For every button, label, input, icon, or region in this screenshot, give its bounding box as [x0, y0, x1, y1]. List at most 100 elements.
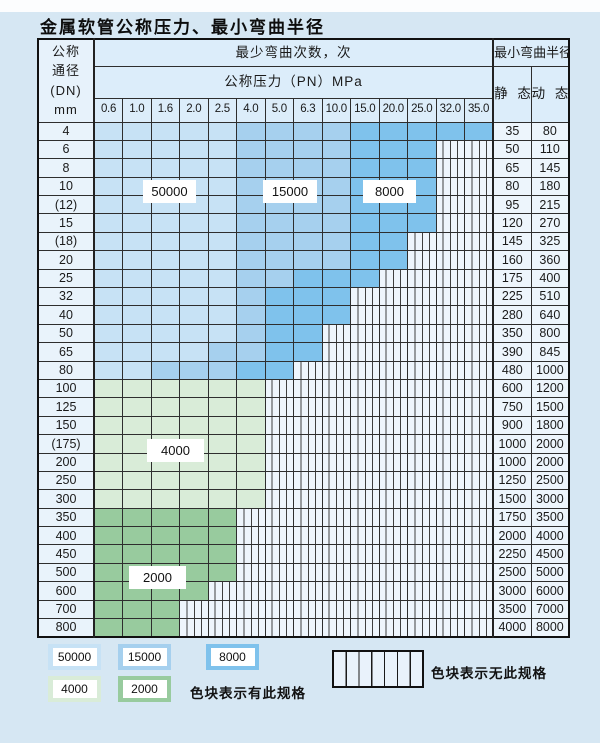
- spec-cell: [93, 195, 123, 215]
- no-spec-cell: [378, 599, 408, 620]
- no-spec-cell: [378, 452, 408, 472]
- no-spec-cell: [321, 507, 351, 528]
- table-row: 350 1750 3500: [37, 507, 570, 528]
- zone-label-4000: 4000: [147, 439, 204, 462]
- no-spec-cell: [464, 139, 494, 160]
- dynamic-radius-cell: 4500: [530, 544, 570, 564]
- no-spec-cell: [464, 489, 494, 509]
- spec-cell: [378, 121, 408, 141]
- spec-cell: [122, 231, 152, 252]
- no-spec-cell: [407, 599, 437, 620]
- spec-cell: [122, 250, 152, 270]
- no-spec-cell: [293, 544, 323, 564]
- spec-cell: [321, 213, 351, 233]
- no-spec-cell: [378, 378, 408, 399]
- spec-cell: [207, 544, 237, 564]
- dn-cell: 50: [37, 323, 95, 344]
- dynamic-radius-cell: 3000: [530, 489, 570, 509]
- dynamic-radius-cell: 2000: [530, 434, 570, 454]
- table-row: 125 750 1500: [37, 397, 570, 417]
- table-row: 150 900 1800: [37, 415, 570, 436]
- dynamic-radius-cell: 1000: [530, 360, 570, 380]
- no-spec-cell: [378, 544, 408, 564]
- spec-cell: [207, 195, 237, 215]
- zone-label-15000: 15000: [263, 180, 317, 203]
- no-spec-cell: [264, 489, 294, 509]
- no-spec-cell: [464, 618, 494, 638]
- static-radius-cell: 390: [492, 342, 532, 362]
- no-spec-cell: [350, 489, 380, 509]
- spec-cell: [350, 250, 380, 270]
- no-spec-cell: [207, 599, 237, 620]
- spec-cell: [350, 231, 380, 252]
- spec-cell: [350, 213, 380, 233]
- spec-cell: [179, 378, 209, 399]
- no-spec-cell: [464, 599, 494, 620]
- static-radius-cell: 95: [492, 195, 532, 215]
- static-radius-cell: 900: [492, 415, 532, 436]
- no-spec-cell: [264, 434, 294, 454]
- table-row: 4 35 80: [37, 121, 570, 141]
- no-spec-cell: [378, 434, 408, 454]
- dn-cell: 10: [37, 176, 95, 197]
- spec-cell: [236, 452, 266, 472]
- table-row: 50 350 800: [37, 323, 570, 344]
- no-spec-cell: [321, 618, 351, 638]
- no-spec-cell: [350, 397, 380, 417]
- spec-cell: [378, 250, 408, 270]
- no-spec-cell: [464, 250, 494, 270]
- spec-cell: [207, 452, 237, 472]
- spec-cell: [179, 287, 209, 307]
- spec-cell: [122, 213, 152, 233]
- spec-cell: [150, 268, 180, 289]
- no-spec-cell: [435, 378, 465, 399]
- static-radius-cell: 2000: [492, 526, 532, 546]
- dn-cell: 150: [37, 415, 95, 436]
- no-spec-cell: [350, 378, 380, 399]
- no-spec-cell: [264, 544, 294, 564]
- no-spec-cell: [435, 287, 465, 307]
- spec-cell: [378, 158, 408, 178]
- dynamic-radius-cell: 2000: [530, 452, 570, 472]
- table-row: (12) 95 215: [37, 195, 570, 215]
- no-spec-cell: [179, 599, 209, 620]
- static-radius-cell: 145: [492, 231, 532, 252]
- spec-cell: [207, 231, 237, 252]
- dn-cell: 800: [37, 618, 95, 638]
- spec-cell: [179, 158, 209, 178]
- no-spec-cell: [293, 489, 323, 509]
- no-spec-cell: [435, 452, 465, 472]
- no-spec-cell: [407, 342, 437, 362]
- no-spec-cell: [407, 470, 437, 491]
- spec-cell: [435, 121, 465, 141]
- spec-cell: [236, 231, 266, 252]
- spec-cell: [179, 470, 209, 491]
- no-spec-cell: [264, 470, 294, 491]
- no-spec-cell: [435, 360, 465, 380]
- dn-cell: 700: [37, 599, 95, 620]
- no-spec-cell: [464, 470, 494, 491]
- spec-cell: [179, 121, 209, 141]
- dn-header-line: mm: [54, 102, 78, 118]
- spec-cell: [207, 470, 237, 491]
- no-spec-cell: [264, 452, 294, 472]
- no-spec-cell: [435, 489, 465, 509]
- spec-cell: [407, 121, 437, 141]
- legend-label: 2000: [122, 680, 167, 698]
- spec-cell: [150, 544, 180, 564]
- spec-cell: [93, 415, 123, 436]
- spec-cell: [236, 434, 266, 454]
- dn-cell: 350: [37, 507, 95, 528]
- no-spec-cell: [407, 360, 437, 380]
- no-spec-cell: [407, 544, 437, 564]
- no-spec-cell: [435, 526, 465, 546]
- no-spec-cell: [350, 452, 380, 472]
- no-spec-cell: [464, 562, 494, 583]
- spec-cell: [122, 618, 152, 638]
- no-spec-cell: [350, 434, 380, 454]
- no-spec-cell: [435, 618, 465, 638]
- spec-cell: [293, 342, 323, 362]
- spec-cell: [122, 489, 152, 509]
- zone-label-50000: 50000: [143, 180, 196, 203]
- no-spec-cell: [321, 378, 351, 399]
